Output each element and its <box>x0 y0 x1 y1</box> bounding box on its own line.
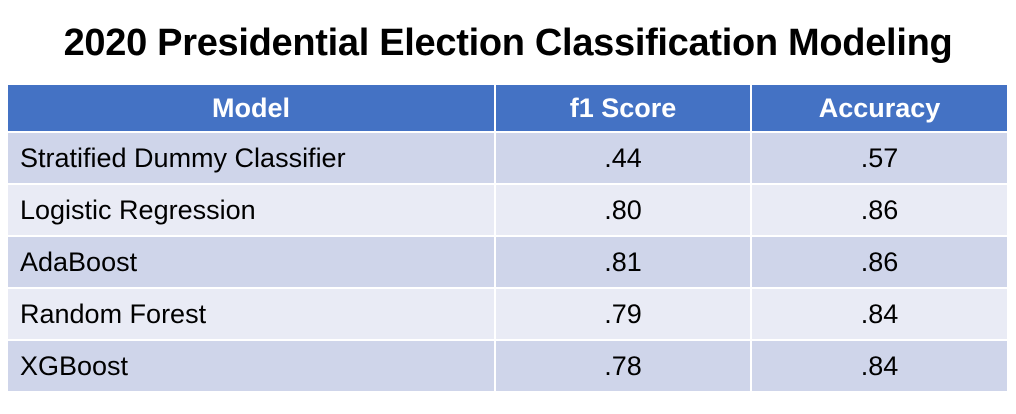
header-model: Model <box>8 85 496 132</box>
header-row: Model f1 Score Accuracy <box>8 85 1007 132</box>
model-cell: Logistic Regression <box>8 183 496 236</box>
accuracy-cell: .86 <box>751 235 1007 288</box>
accuracy-cell: .84 <box>751 339 1007 391</box>
model-cell: Stratified Dummy Classifier <box>8 131 496 184</box>
f1-cell: .44 <box>495 131 752 184</box>
accuracy-cell: .57 <box>751 131 1007 184</box>
accuracy-cell: .84 <box>751 287 1007 340</box>
table-row: Random Forest .79 .84 <box>8 287 1007 340</box>
f1-cell: .81 <box>495 235 752 288</box>
f1-cell: .78 <box>495 339 752 391</box>
header-f1-score: f1 Score <box>495 85 752 132</box>
f1-cell: .79 <box>495 287 752 340</box>
table-row: Logistic Regression .80 .86 <box>8 183 1007 236</box>
results-table: Model f1 Score Accuracy Stratified Dummy… <box>8 85 1007 391</box>
table-row: XGBoost .78 .84 <box>8 339 1007 391</box>
model-cell: AdaBoost <box>8 235 496 288</box>
table-row: AdaBoost .81 .86 <box>8 235 1007 288</box>
model-cell: Random Forest <box>8 287 496 340</box>
f1-cell: .80 <box>495 183 752 236</box>
table-row: Stratified Dummy Classifier .44 .57 <box>8 131 1007 184</box>
accuracy-cell: .86 <box>751 183 1007 236</box>
chart-title: 2020 Presidential Election Classificatio… <box>63 22 953 64</box>
model-cell: XGBoost <box>8 339 496 391</box>
header-accuracy: Accuracy <box>751 85 1007 132</box>
